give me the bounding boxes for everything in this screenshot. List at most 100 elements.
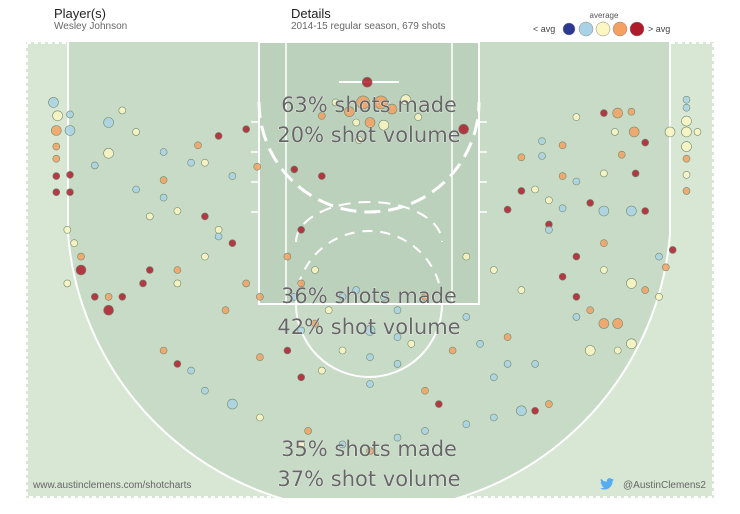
shot-point [538,137,546,145]
shot-point [531,406,539,415]
shot-point [338,440,347,449]
shot-chart: 63% shots made 20% shot volume 36% shots… [26,42,714,498]
shot-point [311,266,319,274]
footer-website-link[interactable]: www.austinclemens.com/shotcharts [33,480,192,491]
shot-point [352,118,361,127]
legend-high-label: > avg [648,24,671,34]
shot-point [256,413,264,422]
shot-point [655,252,663,261]
shot-point [159,193,168,202]
shot-point [227,398,238,410]
three-point-line [67,42,671,498]
shot-point [613,346,622,355]
shot-point [173,266,182,274]
shot-point [283,252,292,261]
three-volume-label: 37% shot volume [277,467,460,491]
shot-point [366,353,374,362]
shot-point [48,97,59,108]
lane-ticks [251,121,487,213]
shot-point [118,106,127,115]
shot-point [682,154,691,163]
shot-point [517,187,526,195]
shot-point [378,119,390,131]
shot-points [48,76,702,455]
shot-point [503,333,512,341]
free-throw-circle-top [295,230,443,305]
shot-point [214,132,223,140]
shot-point [558,272,567,281]
shot-point [297,326,306,335]
twitter-icon[interactable] [600,478,614,490]
midrange-volume-label: 42% shot volume [277,315,460,339]
shot-point [374,95,388,110]
shot-point [66,188,74,196]
shot-point [572,113,581,121]
shot-point [317,366,326,375]
shot-point [355,136,363,144]
shot-point [682,187,691,195]
player-name[interactable]: Wesley Johnson [54,21,128,32]
details-text[interactable]: 2014-15 regular season, 679 shots [291,21,446,32]
shot-point [545,196,553,205]
legend-swatch [595,21,611,37]
shot-point [379,293,388,301]
shot-point [139,279,147,288]
shot-point [558,204,567,213]
shot-point [600,239,608,247]
legend-title: average [589,11,619,20]
shot-point [641,138,650,147]
player-label: Player(s) [54,6,107,21]
shot-point [386,103,398,115]
legend-swatch [629,21,645,37]
shot-point [214,226,223,234]
shot-point [448,346,457,355]
shot-point [681,126,692,138]
legend-swatch [562,22,576,36]
shot-point [617,150,626,159]
shot-point [352,286,361,294]
shot-point [661,263,670,272]
shot-point [600,109,608,117]
footer-twitter-handle[interactable]: @AustinClemens2 [623,480,706,491]
shot-point [132,128,140,136]
shot-point [253,162,261,171]
shot-point [393,306,402,315]
shot-point [572,293,581,301]
shot-point [304,427,312,435]
shot-point [201,158,209,167]
details-label: Details [291,6,331,21]
shot-point [366,380,374,388]
shot-point [668,246,677,254]
shot-point [414,113,423,121]
shot-point [462,313,471,321]
shot-point [66,171,74,179]
shot-point [489,373,498,382]
shot-point [256,293,264,301]
restricted-arc [257,101,481,214]
shot-point [681,115,692,127]
shot-point [400,94,412,106]
shot-point [627,107,636,116]
shot-point [118,293,127,301]
shot-point [682,103,691,112]
shot-point [516,405,527,417]
shot-point [132,185,140,194]
shot-point [201,386,209,395]
shot-point [664,126,676,138]
legend-low-label: < avg [533,24,556,34]
shot-point [103,117,114,128]
shot-point [421,386,429,395]
shot-point [187,158,195,167]
shot-point [626,278,637,289]
shot-point [655,293,663,301]
shot-point [103,148,114,159]
shot-point [489,266,498,274]
shot-point [311,319,319,328]
shot-point [338,293,347,301]
shot-point [52,154,61,163]
shot-point [545,400,553,408]
shot-point [324,306,333,315]
shot-point [228,172,237,180]
shot-point [538,152,546,160]
shot-point [297,440,306,449]
